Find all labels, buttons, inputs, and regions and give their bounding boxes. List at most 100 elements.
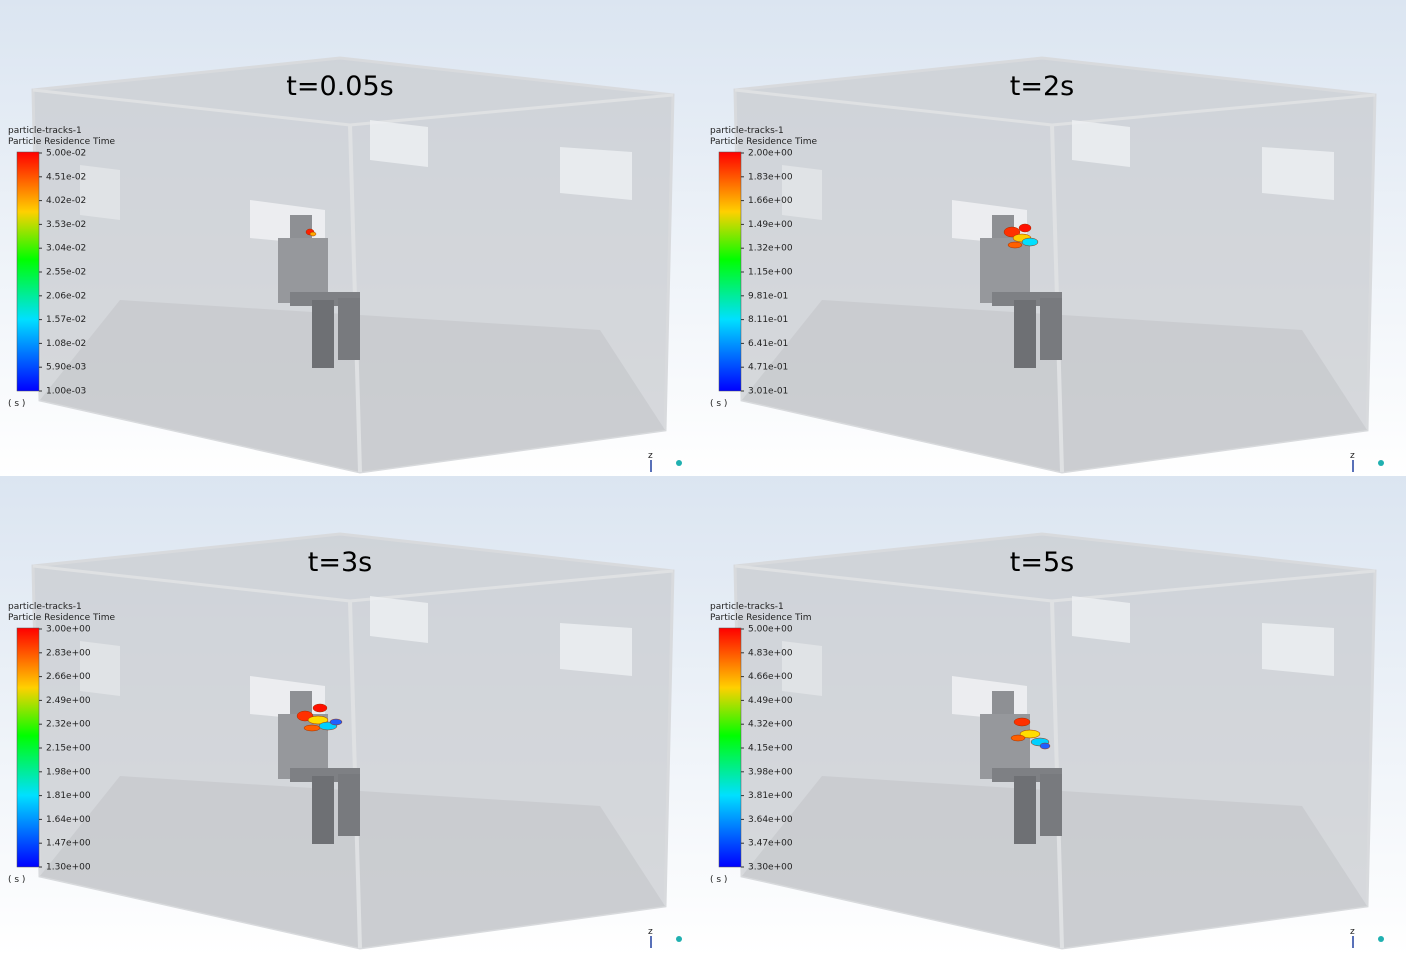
window bbox=[560, 623, 632, 676]
person-leg bbox=[1014, 300, 1036, 368]
room-floor bbox=[40, 776, 665, 948]
particle-track bbox=[1021, 237, 1039, 247]
particle-track bbox=[1007, 241, 1023, 249]
person-leg bbox=[1040, 298, 1062, 360]
particle-track bbox=[1018, 223, 1032, 233]
particle-track bbox=[312, 703, 328, 713]
colorbar-label: 1.47e+00 bbox=[46, 839, 91, 849]
axis-triad-dot bbox=[676, 460, 682, 466]
colorbar-label: 3.53e-02 bbox=[46, 220, 86, 230]
window bbox=[1072, 120, 1130, 167]
particle-track bbox=[1013, 717, 1031, 727]
legend-name: particle-tracks-1 bbox=[710, 126, 784, 136]
colorbar-label: 3.00e+00 bbox=[46, 625, 91, 635]
colorbar-label: 3.30e+00 bbox=[748, 863, 793, 873]
colorbar-label: 5.00e+00 bbox=[748, 625, 793, 635]
axis-triad-dot bbox=[676, 936, 682, 942]
colorbar-label: 3.81e+00 bbox=[748, 791, 793, 801]
room-edge bbox=[1051, 569, 1376, 603]
person-leg bbox=[338, 298, 360, 360]
colorbar bbox=[16, 627, 40, 868]
person-leg bbox=[1014, 776, 1036, 844]
colorbar-label: 1.32e+00 bbox=[748, 244, 793, 254]
colorbar-label: 1.15e+00 bbox=[748, 268, 793, 278]
colorbar-label: 4.49e+00 bbox=[748, 696, 793, 706]
colorbar-label: 1.49e+00 bbox=[748, 220, 793, 230]
particle-track bbox=[307, 715, 329, 725]
colorbar-label: 3.64e+00 bbox=[748, 815, 793, 825]
legend-name: particle-tracks-1 bbox=[8, 602, 82, 612]
particle-track bbox=[1019, 729, 1041, 739]
room-edge bbox=[734, 564, 1053, 603]
room-floor bbox=[40, 300, 665, 472]
colorbar-label: 5.90e-03 bbox=[46, 363, 86, 373]
window bbox=[782, 165, 822, 220]
room-floor bbox=[742, 776, 1367, 948]
colorbar-label: 6.41e-01 bbox=[748, 339, 788, 349]
legend-unit: ( s ) bbox=[8, 875, 25, 885]
colorbar-label: 9.81e-01 bbox=[748, 291, 788, 301]
particle-track bbox=[1003, 226, 1021, 238]
window bbox=[370, 596, 428, 643]
person-leg bbox=[312, 300, 334, 368]
colorbar-label: 2.66e+00 bbox=[46, 672, 91, 682]
colorbar-label: 1.64e+00 bbox=[46, 815, 91, 825]
room-edge bbox=[32, 564, 351, 603]
colorbar-label: 3.04e-02 bbox=[46, 244, 86, 254]
legend-variable: Particle Residence Tim bbox=[710, 613, 811, 623]
legend-unit: ( s ) bbox=[8, 399, 25, 409]
colorbar-label: 2.15e+00 bbox=[46, 744, 91, 754]
colorbar bbox=[718, 151, 742, 392]
panel-title: t=0.05s bbox=[286, 71, 393, 102]
colorbar-label: 2.06e-02 bbox=[46, 291, 86, 301]
colorbar-label: 4.66e+00 bbox=[748, 672, 793, 682]
colorbar bbox=[718, 627, 742, 868]
colorbar-label: 2.00e+00 bbox=[748, 149, 793, 159]
colorbar bbox=[16, 151, 40, 392]
legend-unit: ( s ) bbox=[710, 399, 727, 409]
particle-track bbox=[329, 718, 343, 726]
room-edge bbox=[734, 88, 1053, 127]
room-edge bbox=[1051, 93, 1376, 127]
person-leg bbox=[1040, 774, 1062, 836]
particle-track bbox=[1039, 742, 1051, 750]
colorbar-label: 1.98e+00 bbox=[46, 767, 91, 777]
legend-variable: Particle Residence Time bbox=[710, 137, 817, 147]
window bbox=[782, 641, 822, 696]
colorbar-label: 1.83e+00 bbox=[748, 172, 793, 182]
window bbox=[1072, 596, 1130, 643]
window bbox=[370, 120, 428, 167]
legend-variable: Particle Residence Time bbox=[8, 613, 115, 623]
colorbar-label: 5.00e-02 bbox=[46, 149, 86, 159]
legend-name: particle-tracks-1 bbox=[710, 602, 784, 612]
particle-track bbox=[303, 724, 321, 732]
person-leg bbox=[338, 774, 360, 836]
axis-triad-dot bbox=[1378, 460, 1384, 466]
panel-title: t=2s bbox=[1010, 71, 1074, 102]
colorbar-label: 4.32e+00 bbox=[748, 720, 793, 730]
colorbar-label: 2.83e+00 bbox=[46, 648, 91, 658]
colorbar-label: 1.00e-03 bbox=[46, 387, 86, 397]
room-edge bbox=[349, 93, 674, 127]
person-head bbox=[290, 691, 312, 716]
legend-variable: Particle Residence Time bbox=[8, 137, 115, 147]
window bbox=[80, 165, 120, 220]
person-head bbox=[290, 215, 312, 240]
colorbar-label: 3.98e+00 bbox=[748, 767, 793, 777]
legend-name: particle-tracks-1 bbox=[8, 126, 82, 136]
particle-track bbox=[1010, 734, 1026, 742]
axis-triad-label: z bbox=[648, 451, 653, 461]
window bbox=[560, 147, 632, 200]
panel-title: t=5s bbox=[1010, 547, 1074, 578]
axis-triad-label: z bbox=[1350, 451, 1355, 461]
colorbar-label: 4.15e+00 bbox=[748, 744, 793, 754]
particle-track bbox=[309, 231, 317, 237]
colorbar-label: 3.47e+00 bbox=[748, 839, 793, 849]
room-edge bbox=[32, 88, 351, 127]
colorbar-label: 4.83e+00 bbox=[748, 648, 793, 658]
